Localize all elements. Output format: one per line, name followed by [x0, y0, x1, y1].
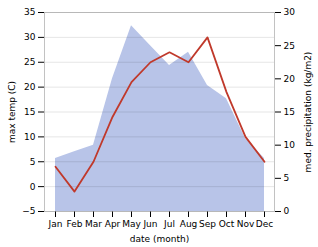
svg-text:0: 0	[30, 182, 36, 192]
svg-text:20: 20	[24, 82, 36, 92]
svg-text:Sep: Sep	[199, 219, 216, 229]
svg-text:Oct: Oct	[219, 219, 235, 229]
svg-text:Aug: Aug	[180, 219, 198, 229]
svg-text:5: 5	[30, 157, 36, 167]
svg-text:Jan: Jan	[48, 219, 63, 229]
svg-text:30: 30	[24, 32, 36, 42]
svg-text:0: 0	[284, 206, 290, 216]
svg-text:10: 10	[24, 132, 36, 142]
svg-text:Nov: Nov	[237, 219, 255, 229]
svg-text:Apr: Apr	[105, 219, 121, 229]
svg-text:20: 20	[284, 74, 296, 84]
svg-text:May: May	[122, 219, 141, 229]
svg-text:15: 15	[24, 107, 35, 117]
svg-text:Mar: Mar	[85, 219, 102, 229]
svg-text:25: 25	[284, 41, 295, 51]
svg-text:Dec: Dec	[256, 219, 273, 229]
svg-text:max temp (C): max temp (C)	[7, 81, 17, 143]
svg-text:35: 35	[24, 7, 35, 17]
svg-text:25: 25	[24, 57, 35, 67]
svg-text:5: 5	[284, 173, 290, 183]
svg-text:−5: −5	[22, 206, 35, 216]
svg-text:Feb: Feb	[67, 219, 83, 229]
svg-text:Jun: Jun	[142, 219, 157, 229]
svg-text:Jul: Jul	[163, 219, 175, 229]
svg-text:10: 10	[284, 140, 296, 150]
svg-text:30: 30	[284, 7, 296, 17]
svg-text:15: 15	[284, 107, 295, 117]
svg-text:date (month): date (month)	[130, 234, 189, 244]
svg-text:med. precipitation (kg/m2): med. precipitation (kg/m2)	[303, 52, 313, 173]
